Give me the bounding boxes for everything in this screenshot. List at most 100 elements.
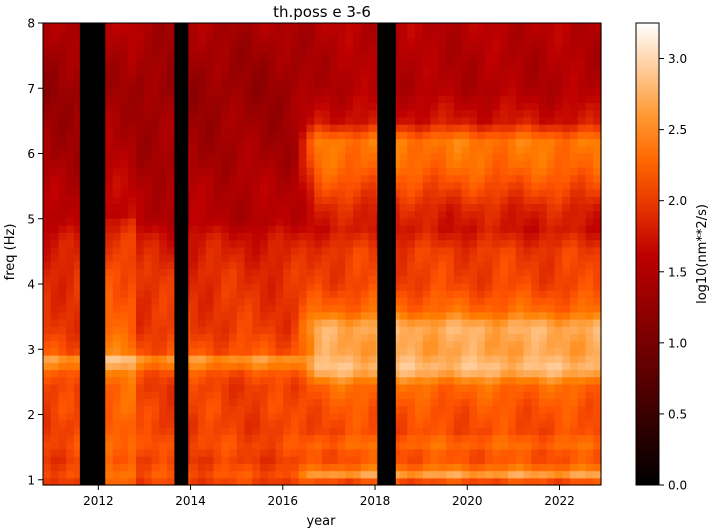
heatmap-cell xyxy=(570,369,579,378)
heatmap-cell xyxy=(236,102,246,111)
heatmap-cell xyxy=(159,181,168,190)
heatmap-cell xyxy=(151,261,160,270)
heatmap-cell xyxy=(198,167,207,176)
heatmap-cell xyxy=(337,23,346,31)
heatmap-cell xyxy=(438,398,447,407)
heatmap-cell xyxy=(236,326,246,335)
heatmap-cell xyxy=(322,290,331,298)
heatmap-cell xyxy=(531,369,540,378)
heatmap-cell xyxy=(515,23,525,31)
data-gap xyxy=(79,23,106,485)
heatmap-cell xyxy=(236,420,246,428)
heatmap-cell xyxy=(105,102,114,111)
heatmap-cell xyxy=(151,268,160,277)
heatmap-cell xyxy=(531,239,540,248)
heatmap-cell xyxy=(120,196,129,205)
heatmap-cell xyxy=(477,225,486,233)
heatmap-cell xyxy=(205,23,215,31)
heatmap-cell xyxy=(283,167,292,176)
heatmap-cell xyxy=(345,73,354,82)
heatmap-cell xyxy=(461,261,470,270)
heatmap-cell xyxy=(407,290,416,298)
heatmap-cell xyxy=(267,304,277,313)
heatmap-cell xyxy=(229,261,238,270)
heatmap-cell xyxy=(399,369,408,378)
heatmap-cell xyxy=(570,427,579,436)
heatmap-cell xyxy=(43,268,52,277)
heatmap-cell xyxy=(58,131,67,140)
heatmap-cell xyxy=(283,326,292,335)
heatmap-cell xyxy=(329,326,339,335)
heatmap-cell xyxy=(105,369,114,378)
heatmap-cell xyxy=(314,73,323,82)
heatmap-cell xyxy=(353,434,362,443)
heatmap-cell xyxy=(593,59,602,67)
heatmap-cell xyxy=(322,318,331,327)
heatmap-cell xyxy=(151,340,160,349)
heatmap-cell xyxy=(298,37,308,46)
heatmap-cell xyxy=(523,210,532,219)
heatmap-cell xyxy=(415,463,424,472)
heatmap-cell xyxy=(539,66,548,75)
heatmap-cell xyxy=(236,203,246,212)
heatmap-cell xyxy=(213,210,222,219)
heatmap-cell xyxy=(322,239,331,248)
heatmap-cell xyxy=(50,217,60,226)
heatmap-cell xyxy=(252,355,261,363)
heatmap-cell xyxy=(298,174,308,183)
heatmap-cell xyxy=(167,80,176,89)
heatmap-cell xyxy=(329,131,339,140)
heatmap-cell xyxy=(430,196,439,205)
heatmap-cell xyxy=(438,246,447,255)
heatmap-cell xyxy=(446,304,455,313)
heatmap-cell xyxy=(275,44,284,53)
data-gap xyxy=(174,23,189,485)
heatmap-cell xyxy=(105,66,114,75)
heatmap-cell xyxy=(252,124,261,132)
heatmap-cell xyxy=(267,66,277,75)
heatmap-cell xyxy=(484,318,494,327)
heatmap-cell xyxy=(353,355,362,363)
heatmap-cell xyxy=(136,290,145,298)
heatmap-cell xyxy=(492,145,501,154)
heatmap-cell xyxy=(407,102,416,111)
heatmap-cell xyxy=(159,124,168,132)
heatmap-cell xyxy=(260,87,269,96)
heatmap-cell xyxy=(267,109,277,118)
heatmap-cell xyxy=(205,477,215,486)
heatmap-cell xyxy=(360,80,370,89)
heatmap-cell xyxy=(585,225,594,233)
heatmap-cell xyxy=(368,181,377,190)
heatmap-cell xyxy=(306,333,315,342)
heatmap-cell xyxy=(469,189,478,197)
heatmap-cell xyxy=(298,275,308,284)
heatmap-cell xyxy=(546,304,556,313)
heatmap-cell xyxy=(120,95,129,104)
heatmap-cell xyxy=(515,246,525,255)
heatmap-cell xyxy=(523,275,532,284)
heatmap-cell xyxy=(267,116,277,125)
heatmap-cell xyxy=(306,138,315,147)
heatmap-cell xyxy=(298,116,308,125)
heatmap-cell xyxy=(105,383,114,392)
heatmap-cell xyxy=(229,275,238,284)
heatmap-cell xyxy=(58,30,67,39)
heatmap-cell xyxy=(539,102,548,111)
heatmap-cell xyxy=(252,347,261,356)
heatmap-cell xyxy=(306,318,315,327)
heatmap-cell xyxy=(337,124,346,132)
heatmap-cell xyxy=(314,152,323,161)
heatmap-cell xyxy=(430,174,439,183)
heatmap-cell xyxy=(500,282,509,291)
heatmap-cell xyxy=(159,362,168,371)
heatmap-cell xyxy=(213,160,222,168)
heatmap-cell xyxy=(461,102,470,111)
heatmap-cell xyxy=(469,232,478,241)
heatmap-cell xyxy=(314,167,323,176)
heatmap-cell xyxy=(244,282,253,291)
heatmap-cell xyxy=(438,456,447,464)
heatmap-cell xyxy=(236,318,246,327)
heatmap-cell xyxy=(446,333,455,342)
heatmap-cell xyxy=(205,268,215,277)
heatmap-cell xyxy=(128,102,137,111)
